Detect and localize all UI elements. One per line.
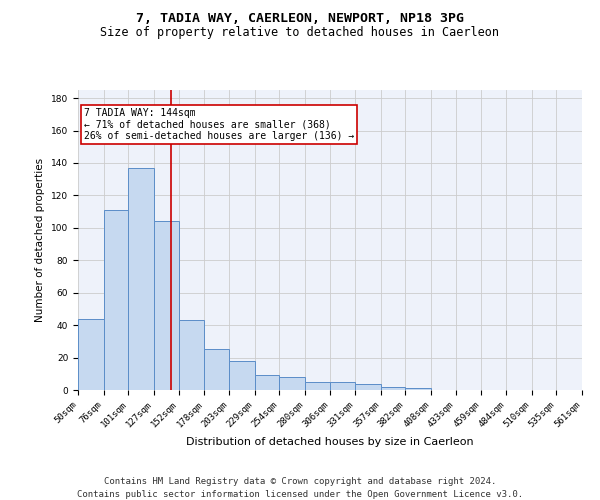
Bar	[254, 376, 279, 390]
Bar	[78, 318, 104, 390]
Bar	[204, 350, 229, 390]
Y-axis label: Number of detached properties: Number of detached properties	[35, 158, 46, 322]
Bar	[128, 168, 154, 390]
Bar	[355, 384, 381, 390]
Text: Contains HM Land Registry data © Crown copyright and database right 2024.: Contains HM Land Registry data © Crown c…	[104, 478, 496, 486]
Bar	[229, 361, 254, 390]
Bar	[104, 210, 128, 390]
Bar	[331, 382, 355, 390]
Bar	[305, 382, 331, 390]
X-axis label: Distribution of detached houses by size in Caerleon: Distribution of detached houses by size …	[186, 437, 474, 447]
Bar	[279, 377, 305, 390]
Text: 7 TADIA WAY: 144sqm
← 71% of detached houses are smaller (368)
26% of semi-detac: 7 TADIA WAY: 144sqm ← 71% of detached ho…	[84, 108, 354, 141]
Text: Contains public sector information licensed under the Open Government Licence v3: Contains public sector information licen…	[77, 490, 523, 499]
Bar	[406, 388, 431, 390]
Bar	[179, 320, 204, 390]
Bar	[381, 387, 406, 390]
Bar	[154, 222, 179, 390]
Text: 7, TADIA WAY, CAERLEON, NEWPORT, NP18 3PG: 7, TADIA WAY, CAERLEON, NEWPORT, NP18 3P…	[136, 12, 464, 26]
Text: Size of property relative to detached houses in Caerleon: Size of property relative to detached ho…	[101, 26, 499, 39]
